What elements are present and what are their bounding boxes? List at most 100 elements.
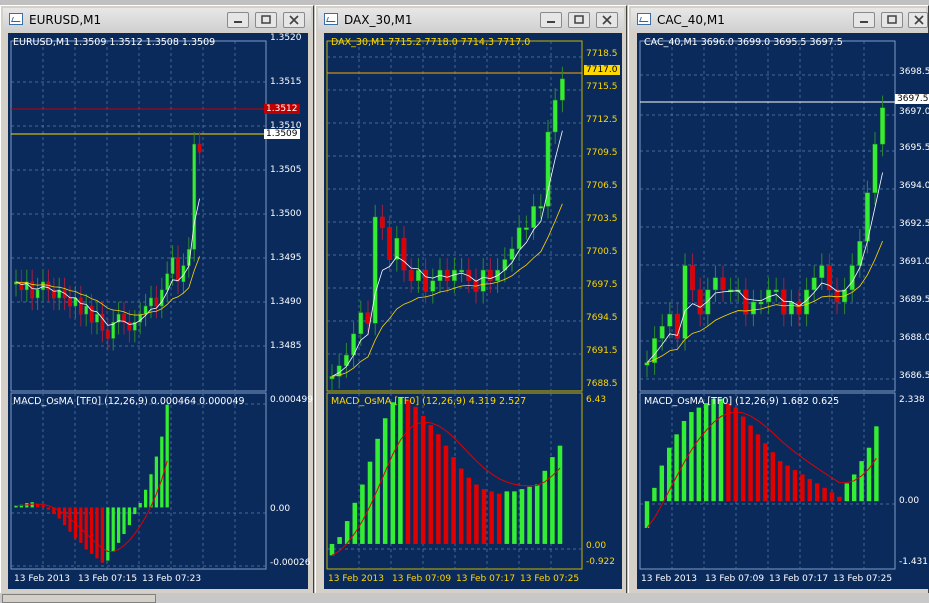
- histogram-bar: [711, 398, 716, 502]
- time-label: 13 Feb 2013: [328, 574, 385, 584]
- minimize-button[interactable]: [227, 12, 249, 28]
- window-titlebar[interactable]: CAC_40,M1: [631, 8, 928, 32]
- candle: [62, 289, 67, 299]
- candle: [857, 241, 863, 266]
- indicator-label: 6.43: [586, 395, 607, 405]
- histogram-bar: [689, 412, 694, 502]
- price-chart-svg: [10, 40, 267, 570]
- fast-ma-line: [646, 172, 883, 363]
- indicator-label: -1.431: [899, 557, 929, 567]
- candle: [423, 269, 429, 292]
- histogram-bar: [800, 474, 805, 502]
- indicator-panel-frame: [326, 392, 583, 570]
- histogram-bar: [644, 501, 650, 528]
- candle: [509, 248, 515, 260]
- price-label: 7715.5: [586, 82, 618, 92]
- histogram-bar: [674, 434, 679, 502]
- histogram-bar: [19, 504, 24, 508]
- candle: [197, 143, 202, 153]
- candle: [430, 280, 436, 292]
- candle: [796, 301, 802, 315]
- candle: [165, 273, 170, 291]
- histogram-bar: [557, 445, 563, 544]
- histogram-bar: [375, 438, 380, 544]
- candle: [849, 265, 855, 291]
- histogram-bar: [792, 470, 798, 502]
- candle: [559, 78, 565, 101]
- histogram-bar: [30, 502, 34, 508]
- candle: [111, 321, 116, 339]
- candle: [659, 326, 665, 339]
- price-label: 1.3510: [270, 121, 302, 131]
- candle: [154, 297, 159, 307]
- window-titlebar[interactable]: EURUSD,M1: [3, 8, 311, 32]
- candle: [705, 289, 711, 315]
- minimize-button[interactable]: [540, 12, 562, 28]
- close-button[interactable]: [908, 12, 928, 28]
- chart-header: DAX_30,M1 7715.2 7718.0 7714.3 7717.0: [331, 37, 531, 48]
- close-button[interactable]: [596, 12, 618, 28]
- histogram-bar: [160, 436, 164, 508]
- histogram-bar: [652, 487, 657, 502]
- time-label: 13 Feb 07:15: [78, 574, 138, 584]
- maximize-button[interactable]: [255, 12, 277, 28]
- window-titlebar[interactable]: DAX_30,M1: [318, 8, 624, 32]
- histogram-bar: [763, 443, 768, 502]
- indicator-label: 0.00: [586, 541, 607, 551]
- candle: [743, 289, 749, 315]
- price-label: 3691.0: [899, 257, 929, 267]
- candle: [773, 289, 779, 293]
- close-button[interactable]: [283, 12, 305, 28]
- histogram-bar: [718, 398, 724, 502]
- histogram-bar: [458, 468, 464, 544]
- price-tag-current: 3697.5: [895, 94, 929, 104]
- candle: [84, 305, 89, 315]
- candle: [19, 281, 24, 291]
- chart-window-cac[interactable]: CAC_40,M1 CAC_40,M1 3696.0 3699.0 3695.5…: [628, 5, 929, 595]
- time-label: 13 Feb 07:17: [769, 574, 829, 584]
- histogram-bar: [398, 397, 403, 544]
- mdi-bottom-strip: [0, 593, 929, 603]
- histogram-bar: [844, 483, 850, 502]
- price-label: 7718.5: [586, 49, 618, 59]
- histogram-bar: [748, 425, 753, 502]
- histogram-bar: [681, 420, 687, 502]
- price-label: 7703.5: [586, 214, 618, 224]
- candle: [159, 289, 164, 307]
- histogram-bar: [550, 457, 555, 544]
- chart-window-eurusd[interactable]: EURUSD,M1 EURUSD,M1 1.3509 1.3512 1.3508…: [0, 5, 314, 595]
- slow-ma-line: [15, 256, 200, 316]
- time-label: 13 Feb 07:25: [520, 574, 580, 584]
- chart-area[interactable]: EURUSD,M1 1.3509 1.3512 1.3508 1.3509 MA…: [8, 33, 313, 589]
- minimized-window[interactable]: [2, 594, 156, 603]
- signal-line: [15, 460, 168, 553]
- indicator-label: 0.00: [270, 504, 291, 514]
- candle: [819, 265, 825, 278]
- minimize-button[interactable]: [853, 12, 875, 28]
- histogram-bar: [165, 404, 169, 508]
- histogram-bar: [106, 507, 110, 561]
- price-label: 3688.0: [899, 333, 929, 343]
- histogram-bar: [127, 507, 132, 526]
- chart-window-dax[interactable]: DAX_30,M1 DAX_30,M1 7715.2 7718.0 7714.3…: [315, 5, 627, 595]
- candle: [105, 330, 110, 339]
- maximize-button[interactable]: [881, 12, 903, 28]
- candle: [788, 301, 794, 315]
- histogram-bar: [866, 447, 872, 502]
- price-label: 1.3490: [270, 297, 302, 307]
- candle: [697, 289, 703, 315]
- histogram-bar: [68, 507, 72, 532]
- histogram-bar: [337, 537, 342, 544]
- time-label: 13 Feb 07:17: [456, 574, 516, 584]
- chart-area[interactable]: DAX_30,M1 7715.2 7718.0 7714.3 7717.0 MA…: [324, 33, 622, 589]
- candle: [100, 313, 105, 331]
- histogram-bar: [496, 493, 502, 544]
- histogram-bar: [466, 477, 472, 544]
- candle: [459, 269, 465, 273]
- signal-line: [646, 411, 877, 529]
- signal-line: [331, 421, 561, 556]
- histogram-bar: [755, 434, 761, 502]
- candle: [538, 206, 544, 209]
- chart-area[interactable]: CAC_40,M1 3696.0 3699.0 3695.5 3697.5 MA…: [637, 33, 929, 589]
- maximize-button[interactable]: [568, 12, 590, 28]
